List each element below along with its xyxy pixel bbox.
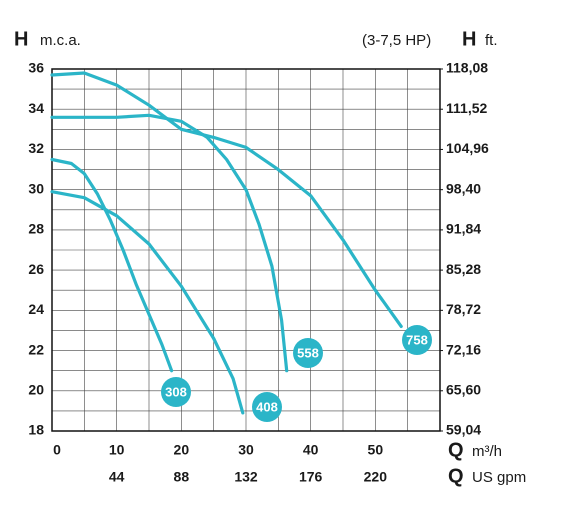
- y-tick-label: 28: [28, 221, 44, 237]
- y-tick-label: 36: [28, 60, 44, 76]
- subtitle: (3-7,5 HP): [362, 32, 431, 49]
- curve: [50, 71, 403, 328]
- curve: [50, 113, 289, 373]
- x-axis-unit: m³/h: [472, 443, 502, 460]
- y2-tick-label: 85,28: [446, 261, 481, 277]
- x-tick-label: 0: [53, 442, 61, 458]
- series-label: 308: [165, 384, 187, 399]
- x-tick-label: 30: [238, 442, 254, 458]
- x-tick-label: 50: [368, 442, 384, 458]
- series-badge: [402, 325, 432, 355]
- y-tick-label: 22: [28, 341, 44, 357]
- y2-tick-label: 104,96: [446, 140, 489, 156]
- x2-tick-label: 132: [234, 469, 258, 485]
- y-axis-symbol: H: [14, 28, 28, 50]
- x-tick-label: 10: [109, 442, 125, 458]
- y-tick-label: 26: [28, 261, 44, 277]
- y2-tick-label: 91,84: [446, 221, 481, 237]
- y-tick-label: 20: [28, 381, 44, 397]
- y2-axis-unit: ft.: [485, 32, 498, 49]
- x2-axis-unit: US gpm: [472, 469, 526, 486]
- y2-tick-label: 72,16: [446, 341, 481, 357]
- x-tick-label: 20: [174, 442, 190, 458]
- y-tick-label: 34: [28, 100, 44, 116]
- curve: [50, 190, 245, 415]
- x-tick-label: 40: [303, 442, 319, 458]
- y-tick-label: 18: [28, 422, 44, 438]
- plot-frame: [51, 68, 441, 432]
- y-tick-label: 32: [28, 140, 44, 156]
- y-axis-unit: m.c.a.: [40, 32, 81, 49]
- y2-tick-label: 59,04: [446, 422, 481, 438]
- series-label: 758: [406, 332, 428, 347]
- series-badge: [161, 377, 191, 407]
- series-badge: [252, 392, 282, 422]
- y2-tick-label: 118,08: [446, 60, 488, 76]
- x2-tick-label: 176: [299, 469, 323, 485]
- x2-axis-symbol: Q: [448, 465, 464, 487]
- curve: [50, 157, 174, 373]
- x2-tick-label: 220: [364, 469, 388, 485]
- y2-axis-symbol: H: [462, 28, 476, 50]
- series-badge: [293, 338, 323, 368]
- series-label: 408: [256, 399, 278, 414]
- y2-tick-label: 65,60: [446, 381, 481, 397]
- x-axis-symbol: Q: [448, 439, 464, 461]
- y-tick-label: 30: [28, 180, 44, 196]
- y-tick-label: 24: [28, 301, 44, 317]
- series-label: 558: [297, 345, 319, 360]
- x2-tick-label: 88: [174, 469, 190, 485]
- y2-tick-label: 78,72: [446, 301, 481, 317]
- y2-tick-label: 111,52: [446, 100, 487, 116]
- x2-tick-label: 44: [109, 469, 125, 485]
- y2-tick-label: 98,40: [446, 180, 481, 196]
